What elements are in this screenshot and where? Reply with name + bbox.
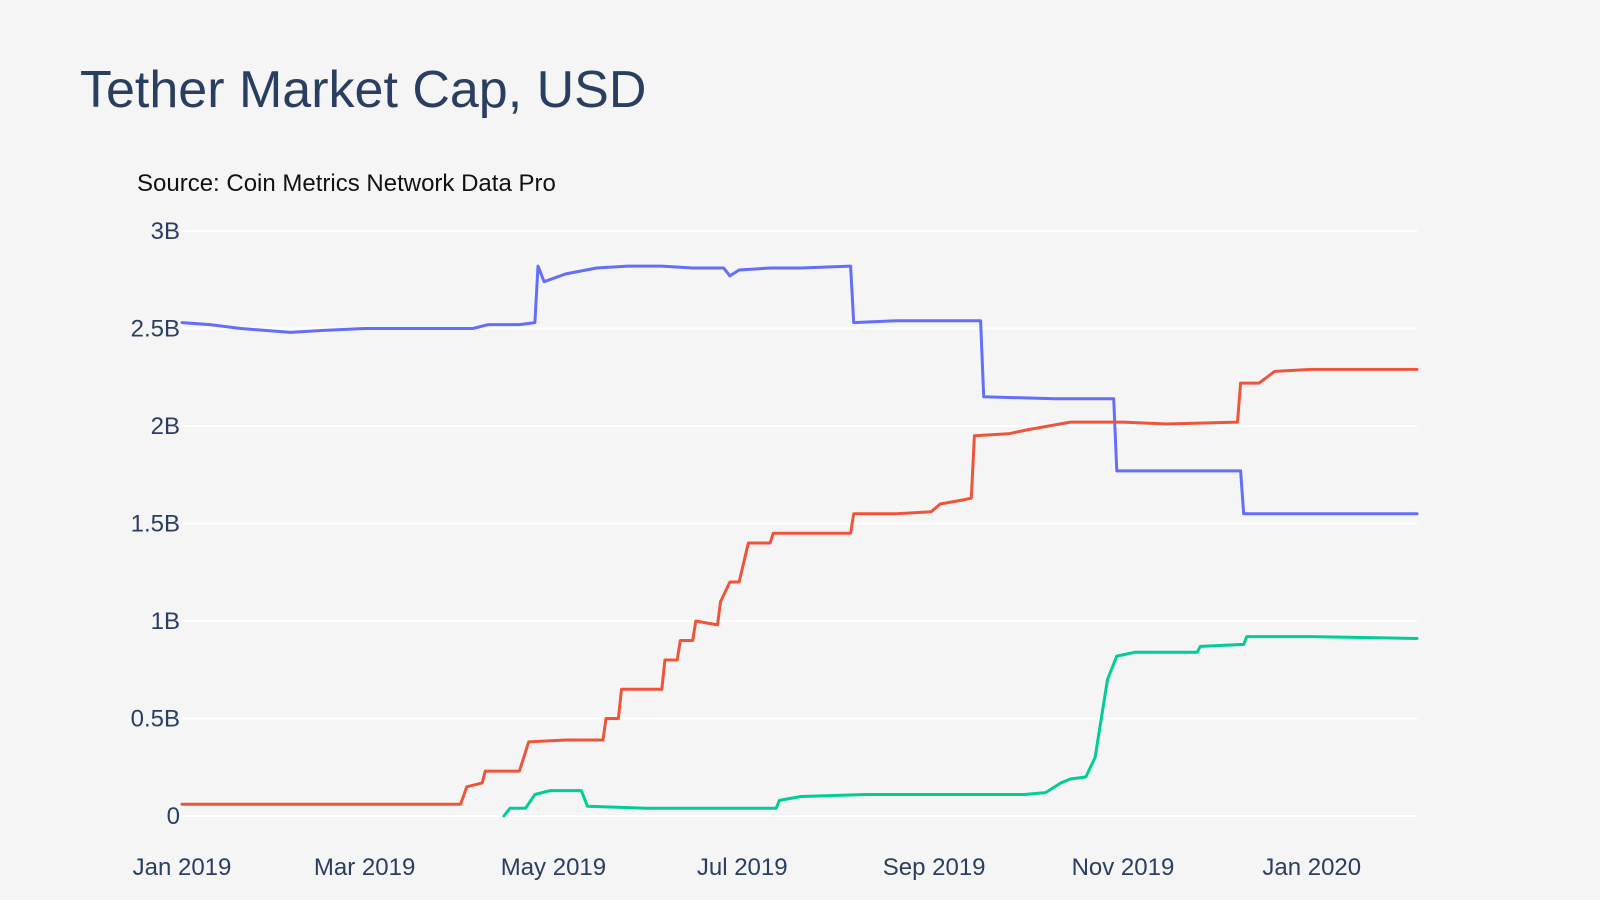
chart-subtitle: Source: Coin Metrics Network Data Pro — [137, 170, 556, 197]
x-tick-label: Jan 2019 — [133, 854, 232, 881]
y-tick-label: 2.5B — [131, 316, 180, 343]
x-tick-label: Mar 2019 — [314, 854, 415, 881]
y-axis: 0 0.5B 1B 1.5B 2B 2.5B 3B — [131, 218, 180, 830]
series-line-1 — [180, 264, 1419, 516]
y-tick-label: 1B — [151, 608, 180, 635]
series-line-3 — [502, 635, 1419, 818]
x-axis: Jan 2019 Mar 2019 May 2019 Jul 2019 Sep 2019… — [133, 854, 1362, 881]
y-tick-label: 1.5B — [131, 511, 180, 538]
chart-title: Tether Market Cap, USD — [80, 61, 647, 119]
y-tick-label: 2B — [151, 413, 180, 440]
x-tick-label: Jan 2020 — [1262, 854, 1361, 881]
y-tick-label: 0.5B — [131, 706, 180, 733]
x-tick-label: May 2019 — [501, 854, 606, 881]
series-line-2 — [180, 367, 1419, 806]
y-tick-label: 0 — [167, 803, 180, 830]
y-tick-label: 3B — [151, 218, 180, 245]
x-tick-label: Sep 2019 — [883, 854, 986, 881]
x-tick-label: Jul 2019 — [697, 854, 788, 881]
x-tick-label: Nov 2019 — [1072, 854, 1175, 881]
series-lines — [180, 264, 1419, 818]
grid-lines — [182, 230, 1417, 817]
